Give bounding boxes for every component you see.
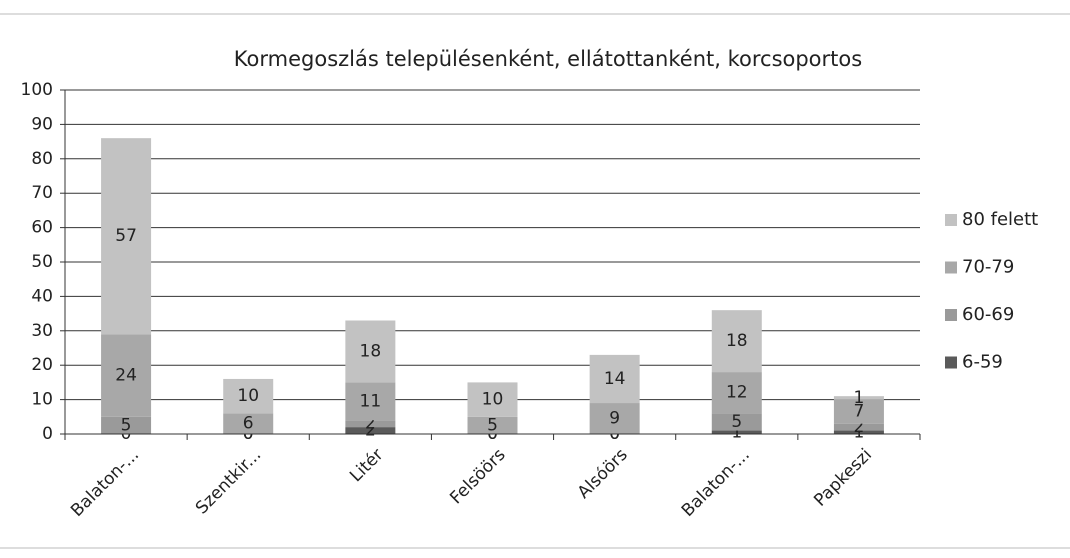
data-label: 1 [731, 422, 742, 442]
y-tick-label: 0 [42, 424, 53, 444]
bar-segment [101, 138, 152, 335]
data-label: 18 [360, 341, 382, 361]
legend-swatch [945, 261, 957, 274]
y-tick-label: 80 [31, 149, 53, 169]
y-tick-label: 100 [21, 80, 53, 100]
data-label: 1 [854, 388, 865, 408]
y-tick-label: 20 [31, 355, 53, 375]
data-label: 6 [243, 414, 254, 434]
bar-segment [223, 378, 274, 414]
bar-segment [711, 413, 762, 431]
legend-swatch [945, 309, 957, 321]
y-tick-label: 70 [31, 183, 53, 203]
data-label: 5 [121, 415, 132, 435]
bar-segment [101, 416, 152, 434]
x-tick-label: Papkeszi [810, 445, 876, 511]
x-tick-label: Litér [346, 445, 387, 486]
legend-label: 80 felett [962, 209, 1038, 230]
x-tick-label: Balaton-... [678, 445, 754, 521]
y-tick-label: 50 [31, 252, 53, 272]
data-label: 5 [731, 412, 742, 432]
bar-segment [467, 416, 518, 434]
bar-segment [589, 403, 640, 434]
bar-segment [711, 372, 762, 414]
data-label: 2 [854, 417, 865, 437]
legend-label: 6-59 [962, 352, 1003, 373]
bar-segment [589, 354, 640, 404]
data-label: 11 [360, 391, 382, 411]
data-label: 24 [115, 366, 137, 386]
data-label: 57 [115, 226, 137, 246]
chart-title: Kormegoszlás településenként, ellátottan… [234, 47, 862, 71]
data-label: 10 [237, 386, 259, 406]
data-label: 18 [726, 331, 748, 351]
x-tick-label: Alsóörs [574, 445, 632, 503]
y-tick-label: 60 [31, 218, 53, 238]
bar-segment [833, 430, 884, 434]
data-label: 1 [854, 422, 865, 442]
y-tick-label: 40 [31, 286, 53, 306]
data-label: 10 [482, 390, 504, 410]
x-tick-label: Szentkir... [192, 445, 265, 518]
bar-segment [101, 334, 152, 417]
x-tick-label: Balaton-... [67, 445, 143, 521]
bar-segment [345, 420, 396, 428]
bar-segment [711, 430, 762, 434]
y-tick-label: 30 [31, 321, 53, 341]
data-label: 2 [365, 421, 376, 441]
legend-label: 70-79 [962, 257, 1014, 278]
bar-segment [467, 382, 518, 417]
bar-segment [223, 413, 274, 434]
bar-segment [345, 427, 396, 434]
legend-swatch [945, 356, 957, 369]
data-label: 7 [854, 402, 865, 422]
x-tick-label: Felsöörs [446, 445, 509, 508]
bar-segment [345, 320, 396, 383]
legend-swatch [945, 214, 957, 226]
bar-segment [711, 310, 762, 373]
legend-label: 60-69 [962, 304, 1014, 325]
data-label: 9 [609, 409, 620, 429]
bar-segment [345, 382, 396, 421]
data-label: 5 [487, 415, 498, 435]
y-tick-label: 90 [31, 114, 53, 134]
data-label: 14 [604, 369, 626, 389]
y-tick-label: 10 [31, 390, 53, 410]
bar-segment [833, 396, 884, 400]
data-label: 12 [726, 383, 748, 403]
data-label: 2 [365, 414, 376, 434]
bar-segment [833, 423, 884, 431]
bar-segment [833, 399, 884, 424]
